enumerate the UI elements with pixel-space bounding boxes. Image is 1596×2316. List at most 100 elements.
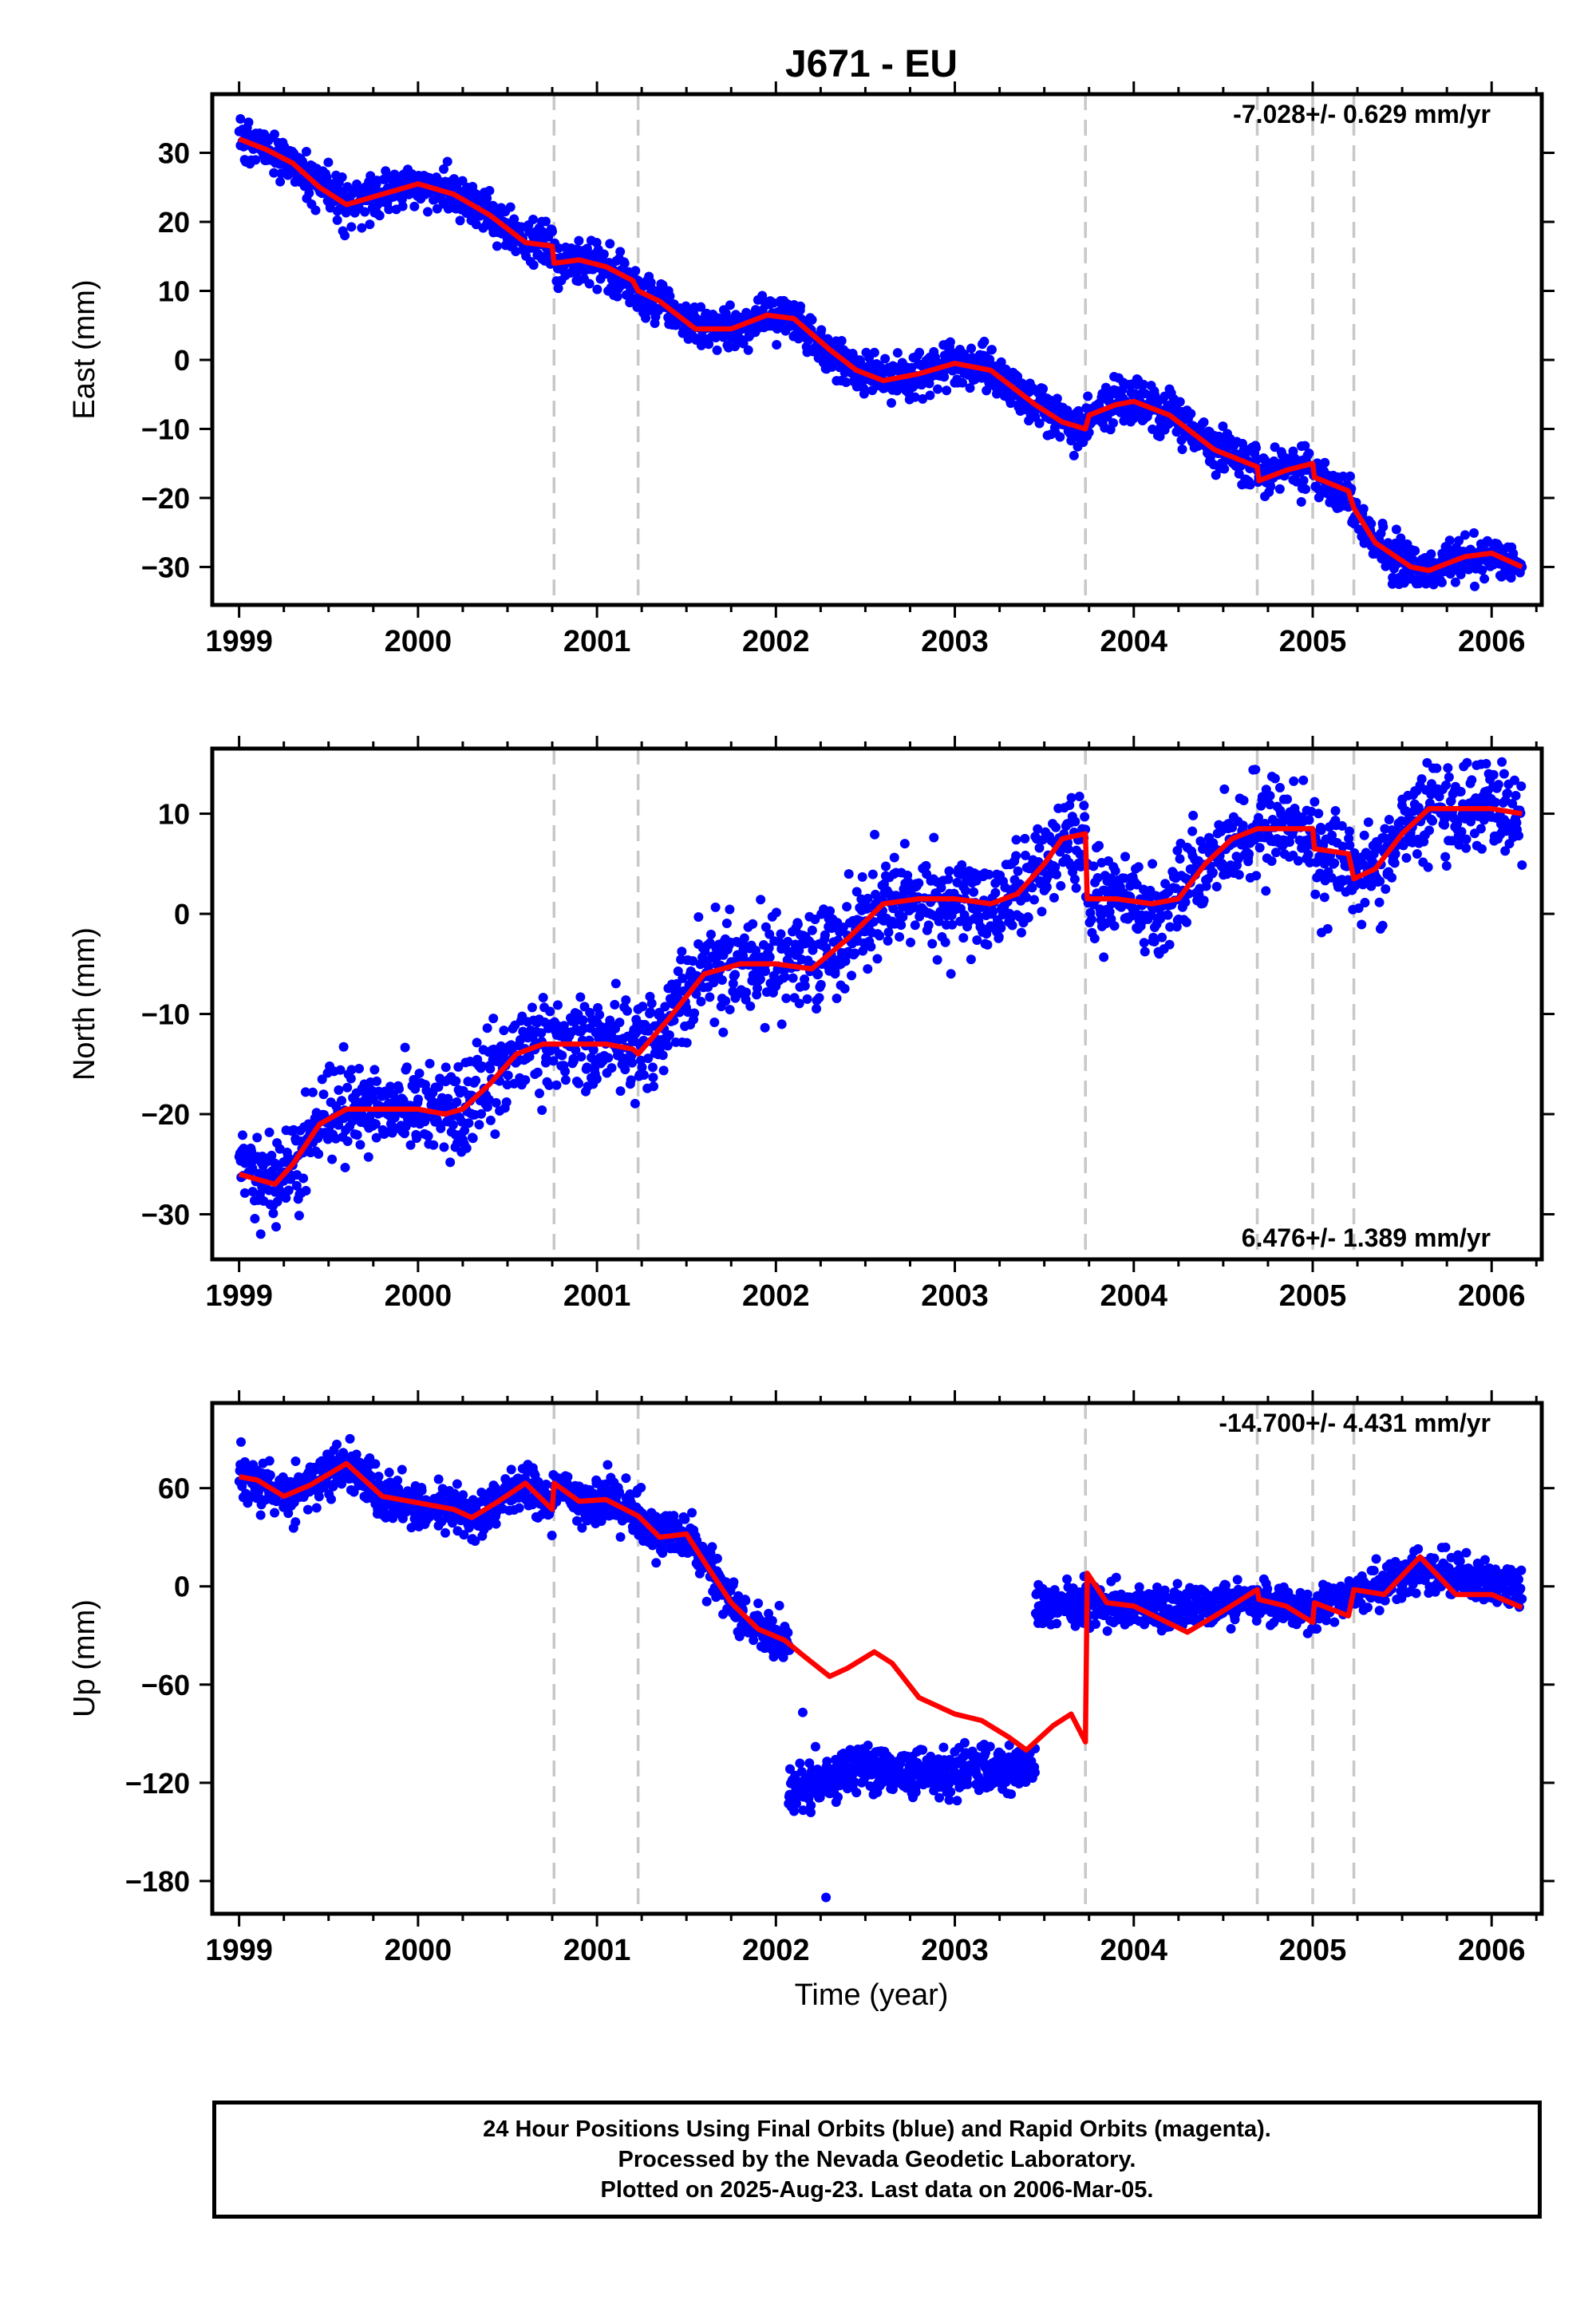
observation-point: [1199, 417, 1209, 427]
observation-point: [610, 978, 621, 989]
observation-point: [1021, 892, 1032, 903]
x-axis: 1999 2000 2001 2002 2003 2004 2005 2006: [205, 736, 1538, 1313]
observation-point: [832, 994, 842, 1004]
observation-point: [453, 1061, 464, 1072]
observation-point: [545, 1006, 555, 1017]
observation-point: [794, 998, 804, 1009]
observation-point: [1056, 881, 1066, 891]
observation-point: [1428, 816, 1438, 826]
observation-point: [365, 219, 375, 230]
observation-point: [807, 314, 817, 325]
observation-point: [994, 932, 1004, 943]
observation-point: [883, 935, 893, 946]
observation-point: [756, 895, 766, 905]
observation-point: [1270, 773, 1280, 784]
observation-point: [1434, 792, 1444, 802]
observation-point: [1345, 840, 1355, 851]
observation-point: [1298, 775, 1309, 785]
observation-point: [264, 1127, 275, 1137]
observation-point: [943, 874, 954, 884]
observation-point: [651, 1558, 662, 1568]
x-tick-label: 2000: [385, 625, 452, 658]
x-tick-label: 2006: [1458, 1279, 1526, 1313]
observation-point: [677, 947, 687, 957]
observation-point: [730, 970, 741, 980]
observation-point: [868, 916, 879, 927]
observation-point: [239, 1188, 250, 1198]
observation-point: [1080, 812, 1090, 822]
observation-point: [638, 1002, 648, 1012]
observation-point: [337, 1096, 347, 1106]
observation-point: [541, 1479, 551, 1489]
observation-point: [925, 390, 935, 401]
observation-point: [298, 1173, 309, 1184]
observation-point: [813, 969, 824, 979]
observation-point: [843, 869, 854, 879]
observation-point: [605, 239, 615, 249]
axes-frame: [210, 746, 1544, 1262]
observation-point: [397, 194, 407, 204]
observation-point: [1344, 826, 1354, 836]
observation-point: [1041, 882, 1052, 892]
observation-point: [471, 1075, 481, 1085]
observation-point: [485, 1064, 496, 1074]
observation-point: [649, 1081, 659, 1092]
observation-point: [337, 172, 347, 182]
observation-point: [514, 1503, 524, 1513]
observation-point: [760, 922, 771, 932]
observation-point: [1447, 836, 1457, 846]
observation-point: [689, 1008, 700, 1018]
observation-point: [1316, 825, 1326, 836]
observation-point: [301, 1186, 311, 1196]
observation-point: [1005, 398, 1016, 409]
observation-point: [598, 249, 609, 259]
observation-point: [1020, 850, 1030, 860]
observation-point: [858, 946, 868, 956]
observation-point: [638, 1069, 649, 1080]
observation-point: [591, 1073, 602, 1084]
observation-point: [1461, 834, 1472, 844]
observation-point: [414, 1068, 425, 1078]
observation-point: [847, 970, 857, 981]
observation-point: [255, 1510, 266, 1520]
observation-point: [1320, 457, 1330, 468]
observation-point: [448, 1120, 458, 1130]
observation-point: [1444, 772, 1454, 782]
observation-point: [1426, 549, 1436, 559]
observation-point: [1138, 379, 1148, 389]
observation-point: [1441, 861, 1452, 871]
observation-point: [297, 156, 307, 167]
observation-point: [966, 954, 976, 965]
observation-point: [717, 974, 727, 985]
observation-point: [1338, 471, 1349, 481]
observation-point: [1322, 923, 1333, 934]
observation-point: [664, 1030, 674, 1040]
observation-point: [880, 861, 891, 871]
observation-point: [636, 1482, 646, 1492]
observation-point: [354, 1064, 364, 1074]
observation-point: [432, 204, 442, 214]
observation-point: [491, 1519, 501, 1529]
plot-area: [234, 94, 1527, 605]
observation-point: [859, 389, 869, 399]
x-tick-label: 2004: [1100, 625, 1167, 658]
observation-point: [528, 260, 539, 271]
observation-point: [476, 1109, 487, 1119]
observation-point: [764, 952, 775, 962]
observation-point: [1234, 468, 1244, 479]
observation-point: [1149, 936, 1159, 947]
observation-point: [681, 301, 691, 311]
observation-point: [982, 939, 993, 950]
observation-point: [870, 829, 880, 840]
observation-point: [1029, 895, 1039, 905]
observation-point: [323, 157, 334, 168]
observation-point: [1412, 849, 1422, 860]
observation-point: [373, 1471, 384, 1481]
observation-point: [1330, 806, 1341, 816]
observation-point: [1011, 851, 1021, 861]
observation-point: [1110, 866, 1120, 876]
observation-point: [1441, 780, 1452, 790]
observation-point: [614, 1018, 625, 1028]
observation-point: [772, 339, 782, 350]
